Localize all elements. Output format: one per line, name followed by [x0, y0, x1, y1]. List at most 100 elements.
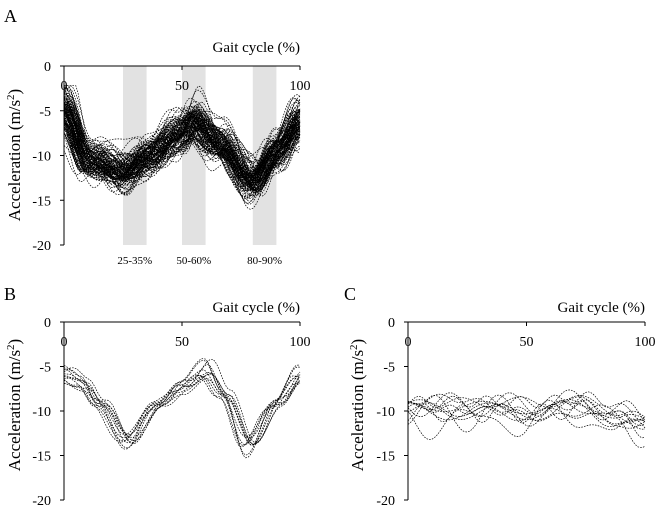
- series-line-a-62: [63, 88, 301, 180]
- series-line-c-5: [407, 389, 646, 423]
- series-line-a-109: [63, 91, 301, 196]
- x-axis-title-c: Gait cycle (%): [558, 300, 645, 316]
- series-line-a-110: [63, 111, 301, 192]
- series-line-b-8: [63, 364, 301, 445]
- x-tick-label-a-2: 100: [290, 79, 311, 94]
- y-axis-title-text-a: Acceleration (m/s: [5, 100, 24, 221]
- series-line-a-76: [63, 110, 301, 187]
- series-line-a-103: [63, 96, 301, 204]
- y-axis-title-close-b: ): [5, 339, 24, 345]
- y-tick-label-c-4: -20: [376, 494, 395, 508]
- series-line-b-10: [63, 358, 301, 444]
- series-line-a-91: [63, 104, 301, 179]
- series-line-a-82: [63, 95, 301, 179]
- series-line-b-4: [63, 374, 301, 448]
- x-tick-label-b-2: 100: [290, 335, 311, 350]
- axes-b: 0 50 100 0 -5 -10 -15 -20: [32, 316, 310, 508]
- y-tick-label-a-1: -5: [39, 105, 51, 120]
- shaded-band-a-0: [123, 66, 147, 245]
- y-tick-label-a-0: 0: [44, 60, 51, 75]
- y-tick-label-c-0: 0: [388, 316, 395, 331]
- series-group-c: [407, 389, 646, 449]
- y-axis-title-sup-c: 2: [348, 344, 360, 350]
- series-group-b: [63, 358, 301, 459]
- x-tick-label-c-0: 0: [405, 335, 412, 350]
- x-tick-label-b-1: 50: [175, 335, 189, 350]
- x-tick-label-c-2: 100: [635, 335, 656, 350]
- series-line-c-6: [407, 395, 646, 418]
- x-axis-title-a: Gait cycle (%): [213, 40, 300, 56]
- series-line-c-9: [407, 399, 646, 440]
- series-line-b-3: [63, 375, 301, 446]
- series-line-a-49: [63, 117, 301, 181]
- series-line-b-1: [63, 359, 300, 456]
- y-tick-label-b-0: 0: [44, 316, 51, 331]
- series-line-a-98: [63, 122, 301, 179]
- y-axis-title-close-a: ): [5, 89, 24, 95]
- band-label-a-2: 80-90%: [247, 255, 282, 267]
- series-line-a-72: [63, 102, 301, 172]
- series-line-a-84: [63, 112, 301, 184]
- series-line-c-0: [407, 400, 646, 419]
- y-tick-label-a-4: -20: [32, 239, 51, 254]
- y-tick-label-b-2: -10: [32, 405, 51, 420]
- y-axis-title-text-b: Acceleration (m/s: [5, 350, 24, 471]
- panel-label-c: C: [344, 284, 356, 304]
- y-axis-title-b: Acceleration (m/s2): [5, 339, 24, 471]
- series-line-b-7: [63, 369, 301, 438]
- series-line-a-28: [63, 119, 301, 200]
- series-line-a-107: [63, 102, 301, 172]
- series-line-b-2: [63, 375, 301, 445]
- series-line-a-118: [63, 103, 301, 181]
- y-tick-label-c-3: -15: [376, 450, 395, 465]
- panel-a: A Gait cycle (%) Acceleration (m/s2) 0 50…: [4, 6, 311, 267]
- y-tick-label-b-4: -20: [32, 494, 51, 508]
- x-tick-label-c-1: 50: [520, 335, 534, 350]
- band-label-a-1: 50-60%: [176, 255, 211, 267]
- series-line-b-5: [63, 378, 301, 439]
- y-axis-title-sup-a: 2: [5, 94, 17, 100]
- series-line-a-100: [63, 129, 301, 189]
- series-line-c-7: [408, 399, 646, 428]
- series-line-c-10: [407, 396, 646, 429]
- series-line-b-9: [63, 373, 301, 445]
- y-tick-label-c-2: -10: [376, 405, 395, 420]
- y-tick-label-c-1: -5: [383, 361, 395, 376]
- series-line-a-116: [63, 85, 301, 190]
- x-tick-label-a-0: 0: [61, 79, 68, 94]
- y-tick-label-b-1: -5: [39, 361, 51, 376]
- panel-b: B Gait cycle (%) Acceleration (m/s2) 0 50…: [4, 284, 311, 508]
- series-line-a-97: [63, 123, 301, 178]
- y-tick-label-a-2: -10: [32, 150, 51, 165]
- x-axis-title-b: Gait cycle (%): [213, 300, 300, 316]
- series-line-c-4: [407, 399, 646, 426]
- axes-c: 0 50 100 0 -5 -10 -15 -20: [376, 316, 655, 508]
- series-line-a-112: [63, 112, 301, 192]
- series-line-c-8: [407, 391, 646, 421]
- y-axis-title-close-c: ): [348, 339, 367, 345]
- series-line-c-3: [407, 394, 646, 449]
- y-axis-title-sup-b: 2: [5, 344, 17, 350]
- series-line-c-2: [407, 402, 646, 430]
- series-line-a-119: [63, 90, 301, 193]
- y-axis-title-text-c: Acceleration (m/s: [348, 350, 367, 471]
- axes-a: 0 50 100 0 -5 -10 -15 -20: [32, 60, 310, 254]
- series-line-a-117: [63, 122, 301, 181]
- panel-label-b: B: [4, 284, 16, 304]
- x-tick-label-a-1: 50: [175, 79, 189, 94]
- y-axis-title-c: Acceleration (m/s2): [348, 339, 367, 471]
- y-axis-title-a: Acceleration (m/s2): [5, 89, 24, 221]
- series-line-c-11: [407, 400, 646, 439]
- y-tick-label-b-3: -15: [32, 450, 51, 465]
- band-label-a-0: 25-35%: [117, 255, 152, 267]
- series-line-a-111: [63, 97, 301, 210]
- series-line-a-83: [63, 111, 301, 194]
- panel-label-a: A: [4, 6, 17, 26]
- series-line-b-11: [63, 358, 301, 459]
- series-line-a-58: [63, 116, 301, 191]
- series-line-a-113: [63, 95, 301, 163]
- panel-c: C Gait cycle (%) Acceleration (m/s2) 0 50…: [344, 284, 656, 508]
- series-line-a-18: [63, 93, 301, 171]
- y-tick-label-a-3: -15: [32, 194, 51, 209]
